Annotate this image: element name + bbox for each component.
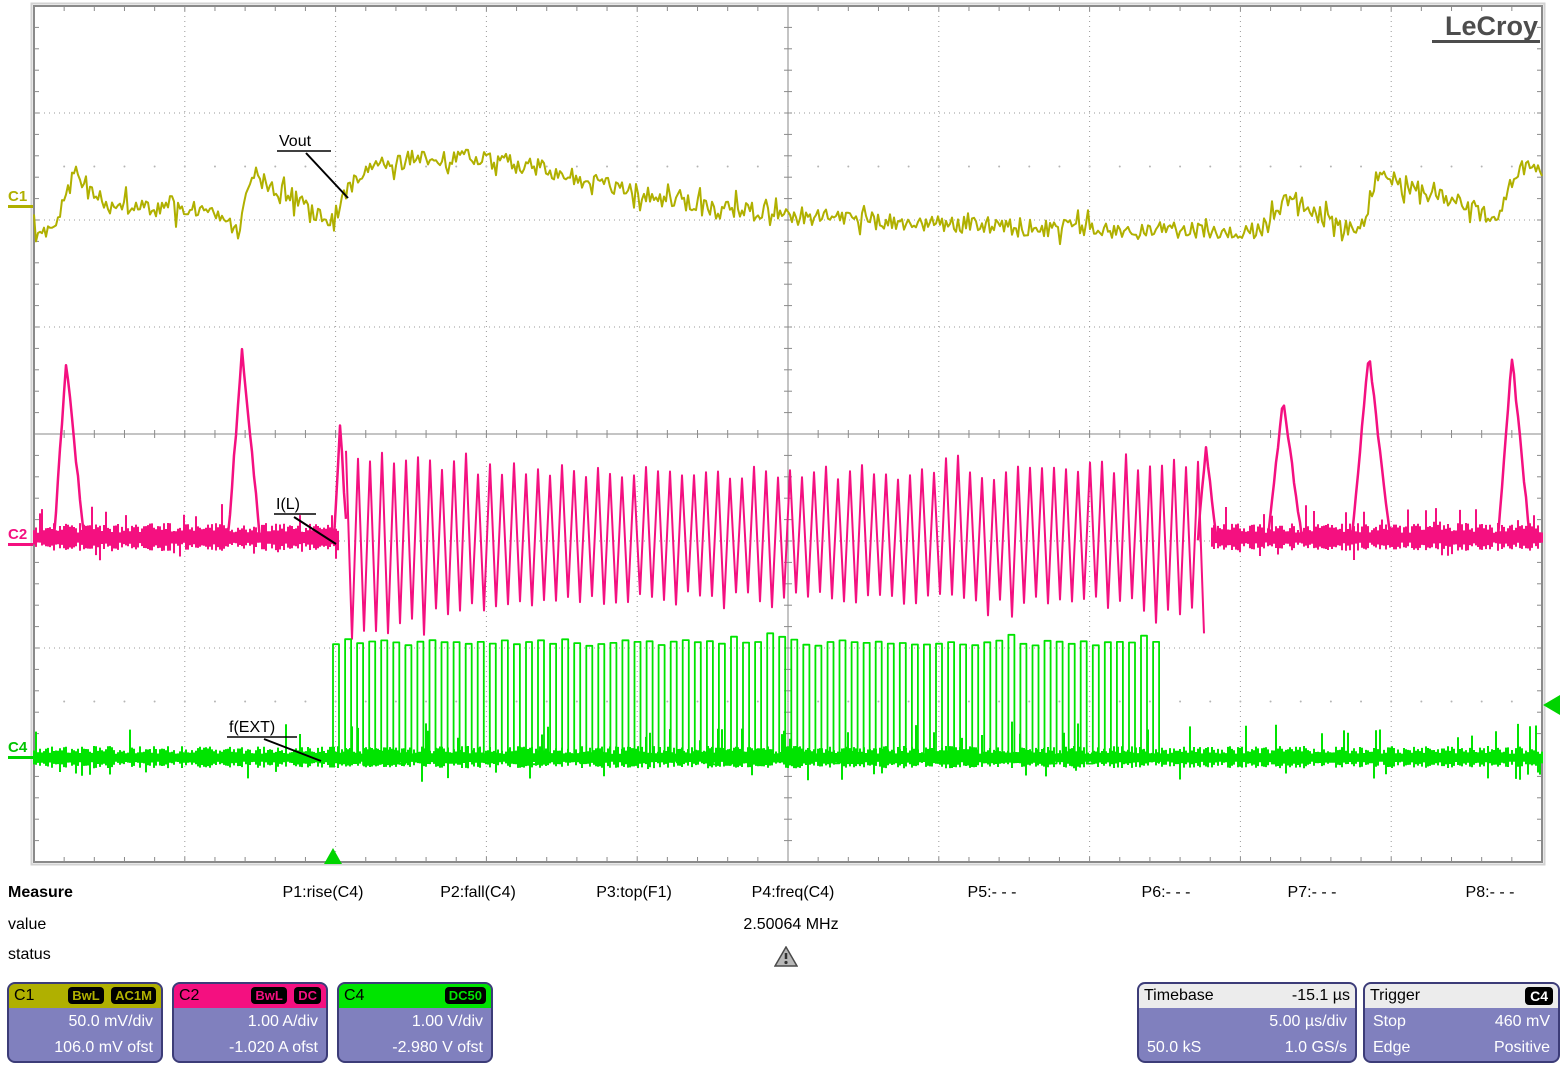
c1-bwl-badge: BwL xyxy=(68,987,104,1004)
c1-offset-marker[interactable] xyxy=(8,205,33,208)
trigger-source-badge: C4 xyxy=(1525,987,1553,1005)
measure-param-p3[interactable]: P3:top(F1) xyxy=(596,884,672,901)
fext-pointer-line xyxy=(263,738,322,762)
value-row: value 2.50064 MHz xyxy=(0,916,1562,940)
c2-il-spike xyxy=(226,347,262,541)
timebase-samplerate: 1.0 GS/s xyxy=(1284,1039,1347,1056)
measure-param-p6[interactable]: P6:- - - xyxy=(1141,884,1191,901)
waveform-layer xyxy=(33,148,1543,782)
status-row-label: status xyxy=(8,946,51,963)
c1-channel-box[interactable]: C1 BwL AC1M 50.0 mV/div 106.0 mV ofst xyxy=(7,982,163,1063)
timebase-per-div: 5.00 µs/div xyxy=(1269,1013,1347,1030)
c2-il-baseline xyxy=(33,504,1543,561)
c1-box-title: C1 xyxy=(14,987,35,1004)
c4-coupling-badge: DC50 xyxy=(444,987,486,1004)
annotation-layer: LeCroy Vout I(L) f(EXT) C1 C2 C4 xyxy=(8,11,1560,864)
timebase-box[interactable]: Timebase -15.1 µs 5.00 µs/div 50.0 kS 1.… xyxy=(1137,982,1357,1063)
timebase-box-title: Timebase xyxy=(1144,987,1214,1004)
vout-pointer-line xyxy=(305,152,349,199)
c4-box-header: C4 DC50 xyxy=(339,984,491,1008)
c2-il-spike xyxy=(1350,360,1392,536)
measure-row: Measure P1:rise(C4) P2:fall(C4) P3:top(F… xyxy=(0,884,1562,908)
trigger-box-header: Trigger C4 xyxy=(1365,984,1558,1008)
c2-il-spike xyxy=(1196,445,1218,541)
trigger-type: Edge xyxy=(1373,1039,1411,1056)
trigger-box[interactable]: Trigger C4 Stop 460 mV Edge Positive xyxy=(1363,982,1560,1063)
c4-channel-box[interactable]: C4 DC50 1.00 V/div -2.980 V ofst xyxy=(337,982,493,1063)
c4-offset-marker[interactable] xyxy=(8,756,33,759)
c4-fext-baseline xyxy=(33,721,1543,782)
scope-graticule xyxy=(30,2,1546,866)
il-pointer-line xyxy=(293,516,337,545)
measure-param-p2[interactable]: P2:fall(C4) xyxy=(440,884,516,901)
measure-param-p8[interactable]: P8:- - - xyxy=(1465,884,1515,901)
c1-coupling-badge: AC1M xyxy=(111,987,156,1004)
c2-il-spike xyxy=(52,363,86,538)
c2-il-spike xyxy=(1496,358,1532,540)
c4-offset-label[interactable]: C4 xyxy=(8,739,28,756)
timebase-delay: -15.1 µs xyxy=(1291,987,1350,1004)
trigger-slope: Positive xyxy=(1493,1039,1550,1056)
trigger-mode: Stop xyxy=(1373,1013,1406,1030)
lecroy-logo: LeCroy xyxy=(1445,11,1538,41)
c2-coupling-badge: DC xyxy=(294,987,321,1004)
c2-channel-box[interactable]: C2 BwL DC 1.00 A/div -1.020 A ofst xyxy=(172,982,328,1063)
c4-volts-per-div: 1.00 V/div xyxy=(411,1013,483,1030)
c4-box-title: C4 xyxy=(344,987,365,1004)
il-trace-label: I(L) xyxy=(276,496,300,513)
measure-param-p4[interactable]: P4:freq(C4) xyxy=(751,884,835,901)
c4-offset-value: -2.980 V ofst xyxy=(392,1039,483,1056)
c2-amps-per-div: 1.00 A/div xyxy=(247,1013,318,1030)
c2-offset-value: -1.020 A ofst xyxy=(229,1039,318,1056)
c2-offset-marker[interactable] xyxy=(8,543,33,546)
warning-icon xyxy=(773,945,799,972)
status-row: status xyxy=(0,945,1562,972)
c1-box-header: C1 BwL AC1M xyxy=(9,984,161,1008)
c2-bwl-badge: BwL xyxy=(251,987,287,1004)
c2-offset-label[interactable]: C2 xyxy=(8,526,27,543)
measure-value-p4: 2.50064 MHz xyxy=(743,916,839,933)
trigger-level-value: 460 mV xyxy=(1494,1013,1550,1030)
measure-param-p5[interactable]: P5:- - - xyxy=(967,884,1017,901)
value-row-label: value xyxy=(8,916,47,933)
trigger-time-marker[interactable] xyxy=(324,848,342,864)
c1-offset-label[interactable]: C1 xyxy=(8,188,27,205)
c1-offset-value: 106.0 mV ofst xyxy=(54,1039,153,1056)
lecroy-logo-underline xyxy=(1432,40,1540,43)
timebase-box-header: Timebase -15.1 µs xyxy=(1139,984,1355,1008)
c2-box-header: C2 BwL DC xyxy=(174,984,326,1008)
c4-fext-burst xyxy=(332,632,1160,766)
c2-il-spike xyxy=(1266,404,1304,539)
measure-title: Measure xyxy=(8,884,73,901)
c2-il-spike xyxy=(332,424,348,538)
trigger-box-title: Trigger xyxy=(1370,987,1421,1004)
c1-volts-per-div: 50.0 mV/div xyxy=(68,1013,153,1030)
vout-trace-label: Vout xyxy=(279,133,312,150)
fext-trace-label: f(EXT) xyxy=(229,719,275,736)
timebase-samples: 50.0 kS xyxy=(1147,1039,1202,1056)
c1-vout-trace xyxy=(33,148,1543,246)
measure-param-p1[interactable]: P1:rise(C4) xyxy=(282,884,364,901)
trigger-level-marker[interactable] xyxy=(1543,695,1560,715)
c2-il-burst-oscillation xyxy=(345,450,1205,640)
measure-param-p7[interactable]: P7:- - - xyxy=(1287,884,1337,901)
c2-box-title: C2 xyxy=(179,987,200,1004)
